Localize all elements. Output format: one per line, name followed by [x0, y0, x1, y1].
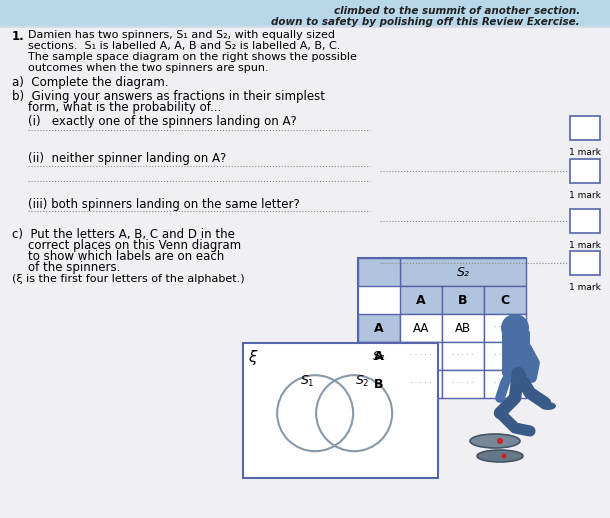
Bar — [570, 209, 600, 233]
Bar — [442, 314, 484, 342]
Text: 1 mark: 1 mark — [569, 283, 601, 292]
Text: down to safety by polishing off this Review Exercise.: down to safety by polishing off this Rev… — [271, 17, 580, 27]
Text: · · · · ·: · · · · · — [494, 324, 515, 333]
Circle shape — [501, 453, 506, 458]
Bar — [442, 370, 484, 398]
Bar — [484, 286, 526, 314]
Text: form, what is the probability of...: form, what is the probability of... — [28, 101, 221, 114]
Text: A: A — [374, 350, 384, 363]
Ellipse shape — [477, 450, 523, 462]
Text: A: A — [374, 322, 384, 335]
Bar — [570, 159, 600, 183]
Bar — [0, 0, 610, 26]
Text: 1 mark: 1 mark — [569, 148, 601, 157]
Text: The sample space diagram on the right shows the possible: The sample space diagram on the right sh… — [28, 52, 357, 62]
Ellipse shape — [470, 434, 520, 448]
Bar — [358, 314, 400, 342]
Bar — [400, 258, 526, 286]
Text: · · · · ·: · · · · · — [494, 380, 515, 388]
Text: climbed to the summit of another section.: climbed to the summit of another section… — [334, 6, 580, 16]
Text: A: A — [416, 294, 426, 307]
Bar — [400, 342, 442, 370]
Text: to show which labels are on each: to show which labels are on each — [28, 250, 224, 263]
Bar — [358, 370, 400, 398]
Text: 1 mark: 1 mark — [569, 241, 601, 250]
Text: $S_2$: $S_2$ — [355, 373, 370, 388]
Text: S₂: S₂ — [456, 266, 470, 279]
Bar — [358, 342, 400, 370]
Bar — [442, 342, 484, 370]
Bar — [400, 314, 442, 342]
Text: 1 mark: 1 mark — [569, 191, 601, 200]
Text: · · · · ·: · · · · · — [411, 352, 432, 361]
FancyBboxPatch shape — [502, 330, 530, 376]
Text: $S_1$: $S_1$ — [300, 373, 315, 388]
Text: AA: AA — [413, 322, 429, 335]
Text: · · · · ·: · · · · · — [452, 352, 474, 361]
Text: correct places on this Venn diagram: correct places on this Venn diagram — [28, 239, 241, 252]
Bar — [358, 258, 526, 398]
Circle shape — [501, 314, 529, 342]
Text: (ii)  neither spinner landing on A?: (ii) neither spinner landing on A? — [28, 152, 226, 165]
Text: S₁: S₁ — [373, 350, 386, 363]
Text: outcomes when the two spinners are spun.: outcomes when the two spinners are spun. — [28, 63, 268, 73]
Text: (ξ is the first four letters of the alphabet.): (ξ is the first four letters of the alph… — [12, 274, 245, 284]
Bar — [484, 342, 526, 370]
Bar — [400, 286, 442, 314]
Text: a)  Complete the diagram.: a) Complete the diagram. — [12, 76, 168, 89]
Text: B: B — [375, 378, 384, 391]
Text: (iii) both spinners landing on the same letter?: (iii) both spinners landing on the same … — [28, 198, 300, 211]
Text: Damien has two spinners, S₁ and S₂, with equally sized: Damien has two spinners, S₁ and S₂, with… — [28, 30, 335, 40]
Text: · · · · ·: · · · · · — [452, 380, 474, 388]
Bar — [400, 370, 442, 398]
Bar — [570, 116, 600, 140]
Text: 1.: 1. — [12, 30, 25, 43]
Text: $\xi$: $\xi$ — [248, 348, 259, 367]
Bar — [570, 251, 600, 275]
Text: of the spinners.: of the spinners. — [28, 261, 120, 274]
Bar — [484, 370, 526, 398]
Bar — [243, 343, 438, 478]
Text: sections.  S₁ is labelled A, A, B and S₂ is labelled A, B, C.: sections. S₁ is labelled A, A, B and S₂ … — [28, 41, 340, 51]
Text: c)  Put the letters A, B, C and D in the: c) Put the letters A, B, C and D in the — [12, 228, 235, 241]
Bar — [442, 286, 484, 314]
Ellipse shape — [540, 402, 556, 410]
Bar — [484, 314, 526, 342]
Text: b)  Giving your answers as fractions in their simplest: b) Giving your answers as fractions in t… — [12, 90, 325, 103]
Text: (i)   exactly one of the spinners landing on A?: (i) exactly one of the spinners landing … — [28, 115, 296, 128]
Text: B: B — [458, 294, 468, 307]
Text: C: C — [500, 294, 509, 307]
Bar — [358, 258, 400, 286]
Text: AB: AB — [455, 322, 471, 335]
Text: · · · · ·: · · · · · — [494, 352, 515, 361]
Text: · · · · ·: · · · · · — [411, 380, 432, 388]
Circle shape — [497, 438, 503, 444]
